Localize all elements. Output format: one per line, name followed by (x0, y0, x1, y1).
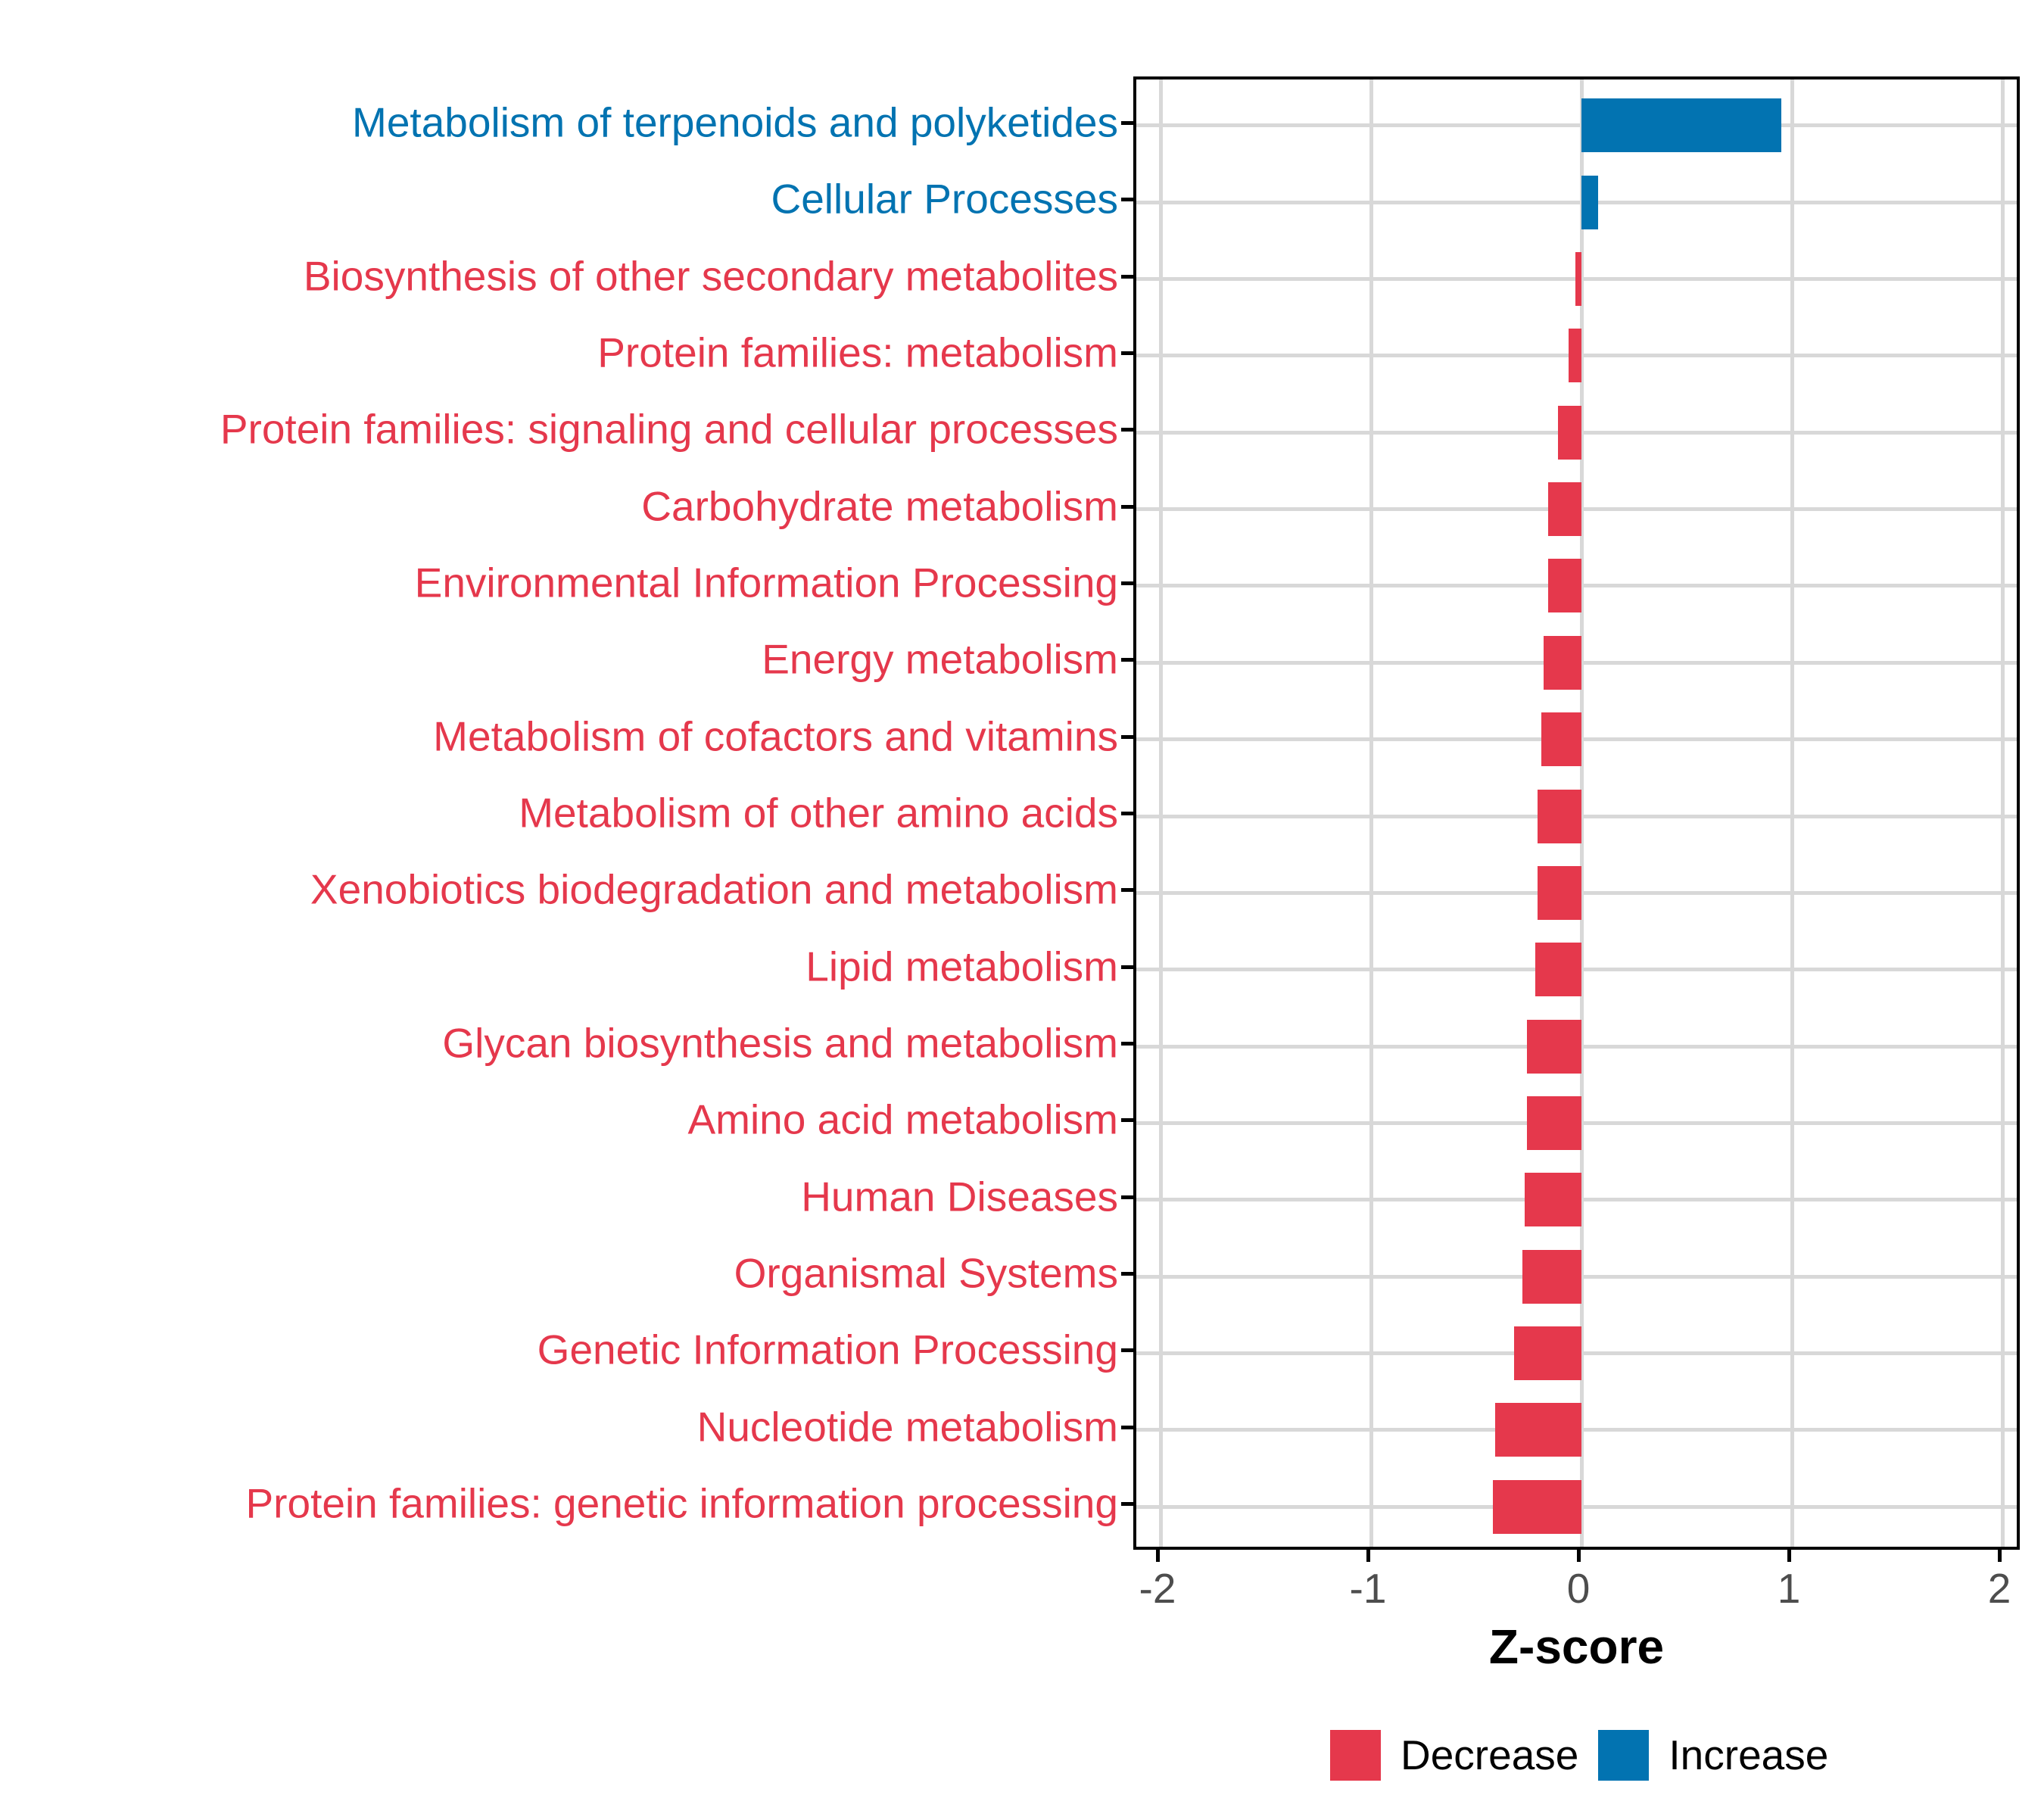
y-tick (1121, 274, 1133, 279)
x-tick-label: -2 (1139, 1565, 1176, 1612)
bar (1493, 1479, 1581, 1534)
legend-label-decrease: Decrease (1401, 1731, 1579, 1778)
x-tick-label: 1 (1777, 1565, 1801, 1612)
x-tick-label: 2 (1987, 1565, 2011, 1612)
y-tick (1121, 965, 1133, 969)
bar (1581, 98, 1782, 153)
category-label: Metabolism of cofactors and vitamins (433, 712, 1118, 760)
gridline-vertical (2001, 79, 2005, 1547)
bar (1547, 482, 1581, 537)
y-tick (1121, 120, 1133, 125)
y-tick (1121, 1272, 1133, 1276)
y-tick (1121, 734, 1133, 739)
category-label: Nucleotide metabolism (696, 1403, 1118, 1451)
y-tick (1121, 1502, 1133, 1507)
category-label: Protein families: metabolism (597, 329, 1118, 376)
x-tick (1156, 1550, 1160, 1562)
bar (1547, 559, 1581, 613)
y-tick (1121, 812, 1133, 815)
gridline-vertical (1580, 79, 1584, 1547)
category-label: Biosynthesis of other secondary metaboli… (303, 252, 1118, 300)
x-tick-label: 0 (1566, 1565, 1591, 1612)
category-label: Energy metabolism (762, 635, 1118, 683)
category-label: Protein families: genetic information pr… (245, 1479, 1118, 1527)
category-label: Genetic Information Processing (537, 1326, 1118, 1373)
bar (1526, 1095, 1581, 1150)
category-label: Environmental Information Processing (414, 559, 1118, 606)
x-tick-label: -1 (1349, 1565, 1387, 1612)
y-tick (1121, 428, 1133, 432)
category-label: Glycan biosynthesis and metabolism (442, 1019, 1118, 1067)
category-label: Carbohydrate metabolism (641, 482, 1118, 530)
bar (1526, 1019, 1581, 1074)
legend-key-decrease (1330, 1730, 1381, 1781)
plot-panel (1133, 76, 2020, 1550)
x-tick (1366, 1550, 1370, 1562)
y-tick (1121, 1425, 1133, 1429)
bar (1524, 1173, 1581, 1227)
category-label: Metabolism of terpenoids and polyketides (352, 98, 1118, 146)
y-tick (1121, 1042, 1133, 1046)
bar (1581, 175, 1599, 229)
legend: Decrease Increase (1330, 1730, 1828, 1781)
bar (1575, 252, 1581, 307)
category-label: Lipid metabolism (805, 943, 1118, 990)
bar (1569, 329, 1581, 383)
category-label: Human Diseases (801, 1173, 1118, 1220)
gridline-vertical (1790, 79, 1794, 1547)
x-tick (1787, 1550, 1791, 1562)
legend-label-increase: Increase (1669, 1731, 1829, 1778)
y-tick (1121, 658, 1133, 662)
bar (1514, 1326, 1581, 1380)
y-tick (1121, 581, 1133, 585)
gridline-vertical (1159, 79, 1163, 1547)
y-tick (1121, 888, 1133, 893)
bar (1537, 865, 1581, 920)
y-tick (1121, 1348, 1133, 1353)
gridline-vertical (1369, 79, 1373, 1547)
bar (1522, 1249, 1581, 1304)
legend-key-increase (1598, 1730, 1650, 1781)
bar (1495, 1403, 1581, 1457)
y-tick (1121, 198, 1133, 202)
bar (1543, 635, 1581, 690)
category-label: Cellular Processes (771, 175, 1118, 223)
y-tick (1121, 504, 1133, 509)
x-tick (1998, 1550, 2002, 1562)
category-label: Metabolism of other amino acids (519, 789, 1118, 837)
gridline-horizontal (1136, 123, 2017, 128)
gridline-horizontal (1136, 200, 2017, 204)
y-tick (1121, 1118, 1133, 1123)
y-tick (1121, 1195, 1133, 1199)
category-label: Amino acid metabolism (687, 1095, 1118, 1143)
bar (1537, 789, 1581, 843)
x-axis-title: Z-score (1488, 1619, 1665, 1674)
bar (1558, 405, 1581, 460)
x-tick (1577, 1550, 1581, 1562)
category-label: Xenobiotics biodegradation and metabolis… (310, 865, 1118, 913)
y-tick (1121, 351, 1133, 355)
bar (1535, 943, 1581, 997)
bar (1541, 712, 1581, 767)
category-label: Organismal Systems (734, 1249, 1118, 1297)
category-label: Protein families: signaling and cellular… (220, 405, 1118, 453)
